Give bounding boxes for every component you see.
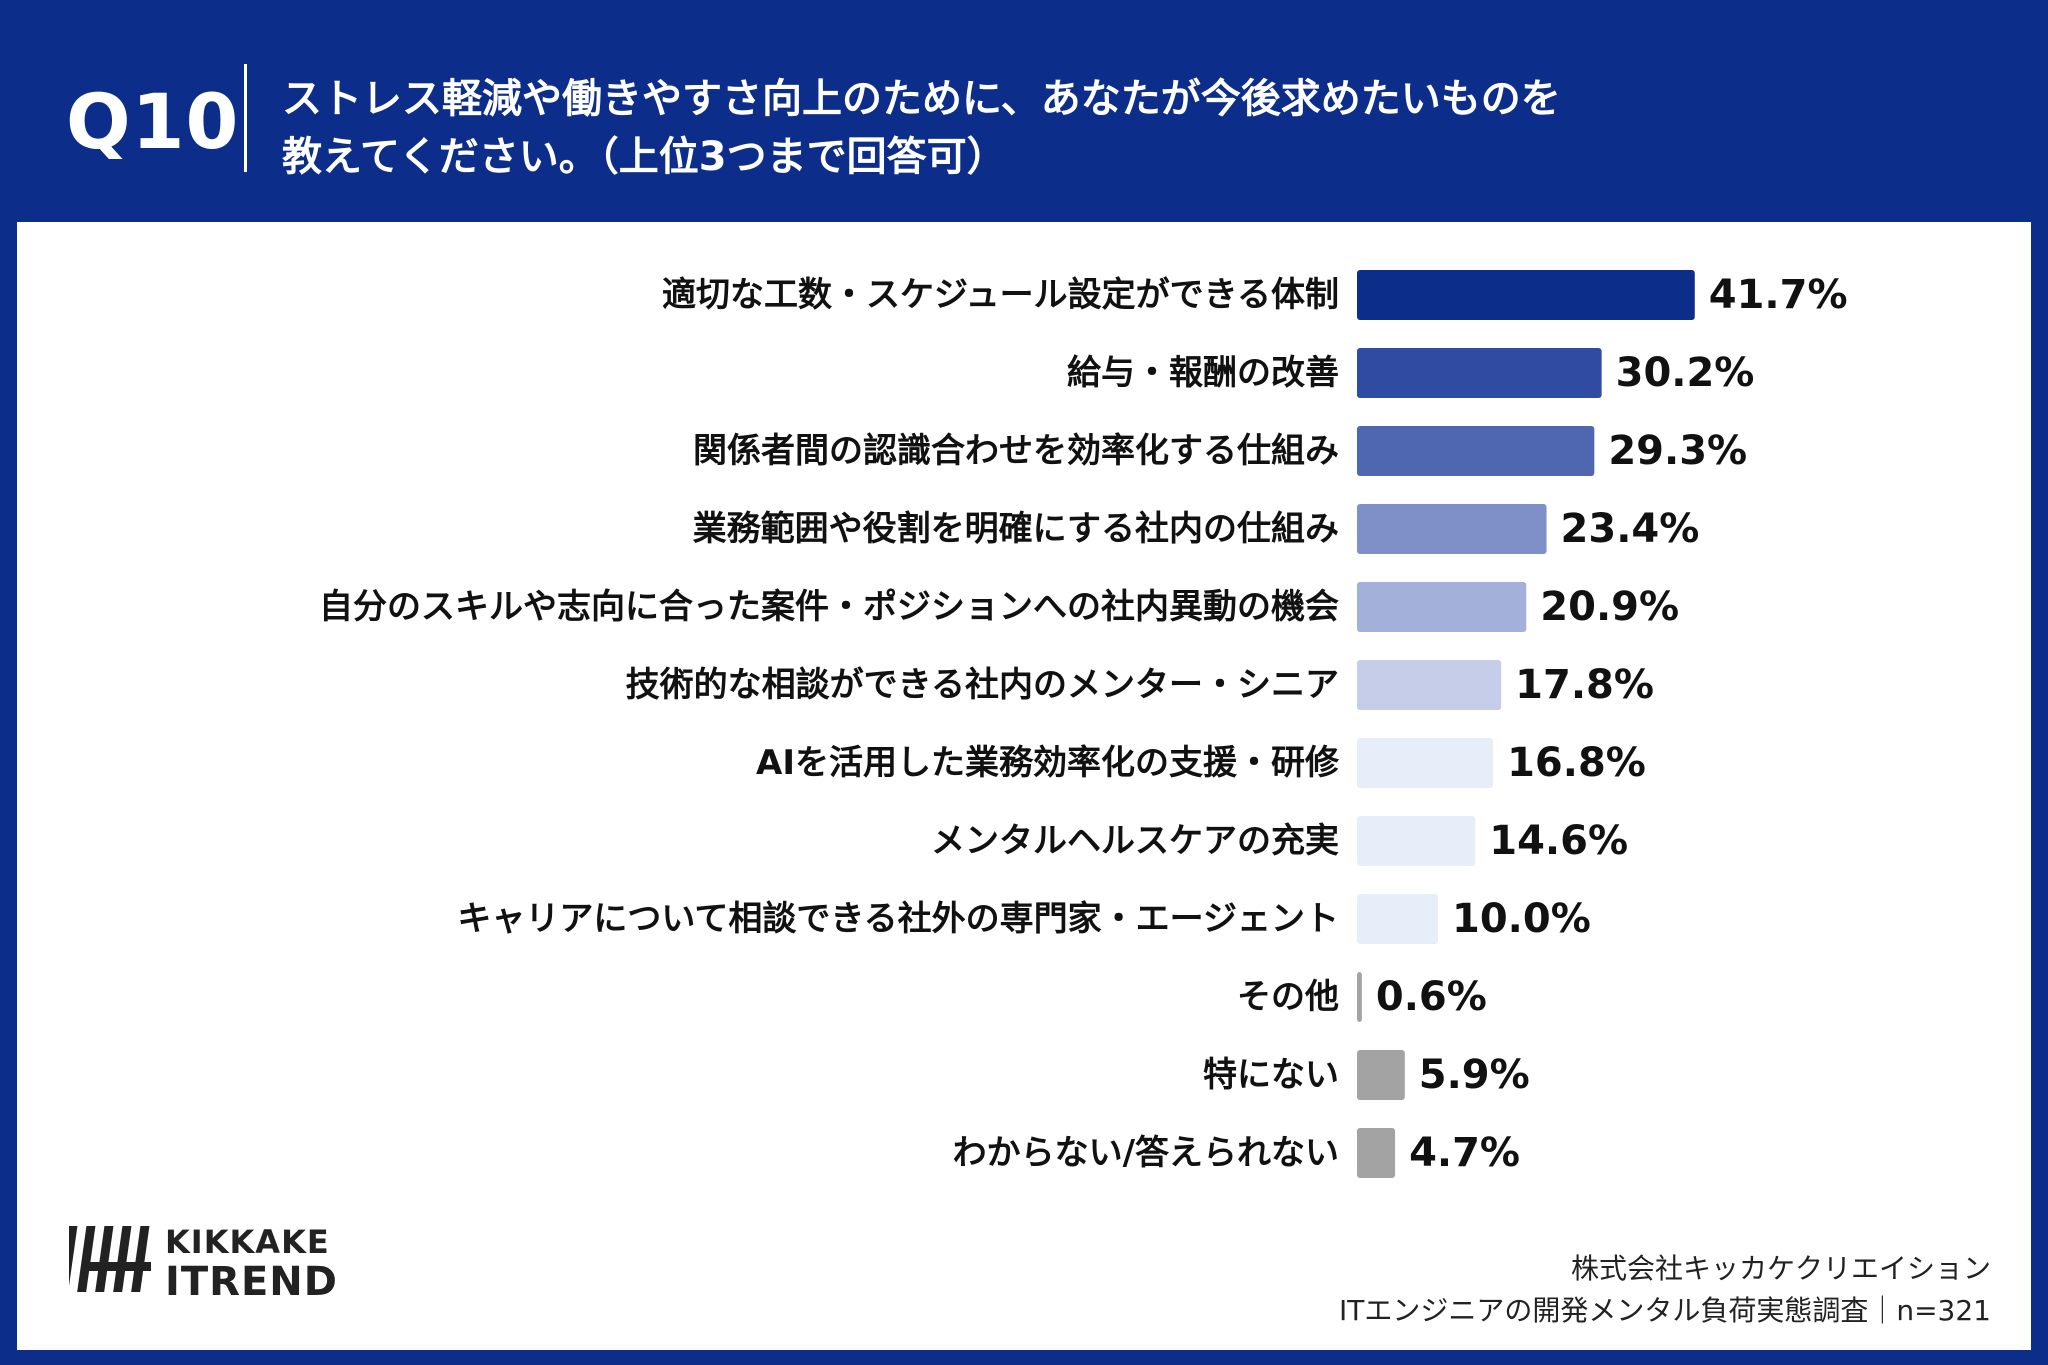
category-label: 給与・報酬の改善 xyxy=(1067,353,1339,393)
chart-panel: 適切な工数・スケジュール設定ができる体制 41.7% 給与・報酬の改善 30.2% 関係… xyxy=(17,222,2031,1350)
value-label: 23.4% xyxy=(1561,506,1700,552)
value-label: 5.9% xyxy=(1419,1052,1530,1098)
category-label: 自分のスキルや志向に合った案件・ポジションへの社内異動の機会 xyxy=(319,587,1339,627)
bar xyxy=(1357,270,1695,320)
bar xyxy=(1357,894,1438,944)
company-name: 株式会社キッカケクリエイション xyxy=(1570,1252,1991,1285)
bar xyxy=(1357,426,1595,476)
category-label: その他 xyxy=(1237,977,1339,1017)
header-divider xyxy=(244,64,247,172)
category-label: わからない/答えられない xyxy=(953,1133,1339,1173)
category-label: 技術的な相談ができる社内のメンター・シニア xyxy=(626,665,1339,705)
bar xyxy=(1357,504,1547,554)
kikkake-itrend-logo: KIKKAKE ITREND xyxy=(59,1222,337,1312)
logo-text-bottom: ITREND xyxy=(165,1259,338,1305)
value-label: 20.9% xyxy=(1540,584,1679,630)
question-text: ストレス軽減や働きやすさ向上のために、あなたが今後求めたいものを 教えてください… xyxy=(282,70,1882,186)
category-label: 特にない xyxy=(1203,1055,1339,1095)
bar xyxy=(1357,1050,1405,1100)
question-number: Q10 xyxy=(66,77,240,166)
survey-info: ITエンジニアの開発メンタル負荷実態調査｜n=321 xyxy=(1338,1294,1991,1327)
question-line-1: ストレス軽減や働きやすさ向上のために、あなたが今後求めたいものを xyxy=(282,76,1561,122)
bar xyxy=(1357,348,1602,398)
bar xyxy=(1357,1128,1396,1178)
bar xyxy=(1357,582,1527,632)
bar xyxy=(1357,972,1362,1022)
value-label: 41.7% xyxy=(1709,272,1848,318)
bar xyxy=(1357,816,1476,866)
value-label: 16.8% xyxy=(1507,740,1646,786)
kikkake-itrend-logo-icon xyxy=(59,1226,151,1292)
logo-text-top: KIKKAKE xyxy=(165,1223,330,1261)
value-label: 4.7% xyxy=(1409,1130,1520,1176)
value-label: 17.8% xyxy=(1515,662,1654,708)
category-label: AIを活用した業務効率化の支援・研修 xyxy=(756,743,1340,783)
value-label: 10.0% xyxy=(1452,896,1591,942)
value-label: 14.6% xyxy=(1489,818,1628,864)
value-label: 29.3% xyxy=(1608,428,1747,474)
category-label: キャリアについて相談できる社外の専門家・エージェント xyxy=(457,899,1339,939)
question-header: Q10 ストレス軽減や働きやすさ向上のために、あなたが今後求めたいものを 教えて… xyxy=(0,0,2048,222)
value-label: 0.6% xyxy=(1376,974,1487,1020)
question-line-2: 教えてください。（上位3つまで回答可） xyxy=(282,134,1007,180)
category-label: 関係者間の認識合わせを効率化する仕組み xyxy=(693,431,1339,471)
category-label: メンタルヘルスケアの充実 xyxy=(931,821,1339,861)
bar xyxy=(1357,660,1502,710)
source-credits: 株式会社キッカケクリエイション ITエンジニアの開発メンタル負荷実態調査｜n=3… xyxy=(1339,1248,1991,1332)
bar xyxy=(1357,738,1494,788)
bar-chart: 適切な工数・スケジュール設定ができる体制 41.7% 給与・報酬の改善 30.2% 関係… xyxy=(319,270,1848,1178)
category-label: 業務範囲や役割を明確にする社内の仕組み xyxy=(693,509,1339,549)
value-label: 30.2% xyxy=(1616,350,1755,396)
category-label: 適切な工数・スケジュール設定ができる体制 xyxy=(662,275,1339,315)
